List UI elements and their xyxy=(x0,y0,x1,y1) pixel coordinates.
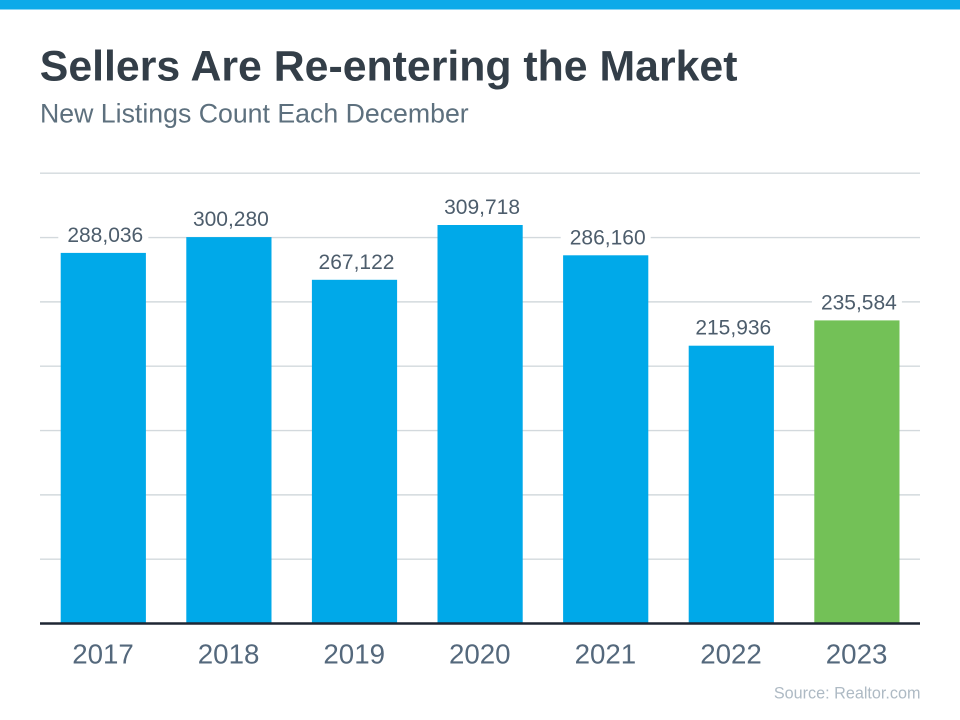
svg-text:215,936: 215,936 xyxy=(695,317,771,340)
svg-text:235,584: 235,584 xyxy=(821,291,897,314)
svg-text:Sellers Are Re-entering the Ma: Sellers Are Re-entering the Market xyxy=(40,42,738,90)
svg-text:Source: Realtor.com: Source: Realtor.com xyxy=(774,684,921,702)
svg-text:2019: 2019 xyxy=(323,639,385,670)
svg-text:288,036: 288,036 xyxy=(67,224,143,247)
svg-text:2023: 2023 xyxy=(826,639,888,670)
svg-text:2021: 2021 xyxy=(575,639,637,670)
svg-text:2022: 2022 xyxy=(700,639,762,670)
svg-text:New Listings Count Each Decemb: New Listings Count Each December xyxy=(40,98,469,128)
svg-text:286,160: 286,160 xyxy=(570,226,646,249)
svg-text:2018: 2018 xyxy=(198,639,260,670)
svg-text:300,280: 300,280 xyxy=(193,208,269,231)
svg-text:2017: 2017 xyxy=(72,639,134,670)
svg-text:2020: 2020 xyxy=(449,639,511,670)
svg-text:309,718: 309,718 xyxy=(444,196,520,219)
svg-text:267,122: 267,122 xyxy=(319,251,395,274)
